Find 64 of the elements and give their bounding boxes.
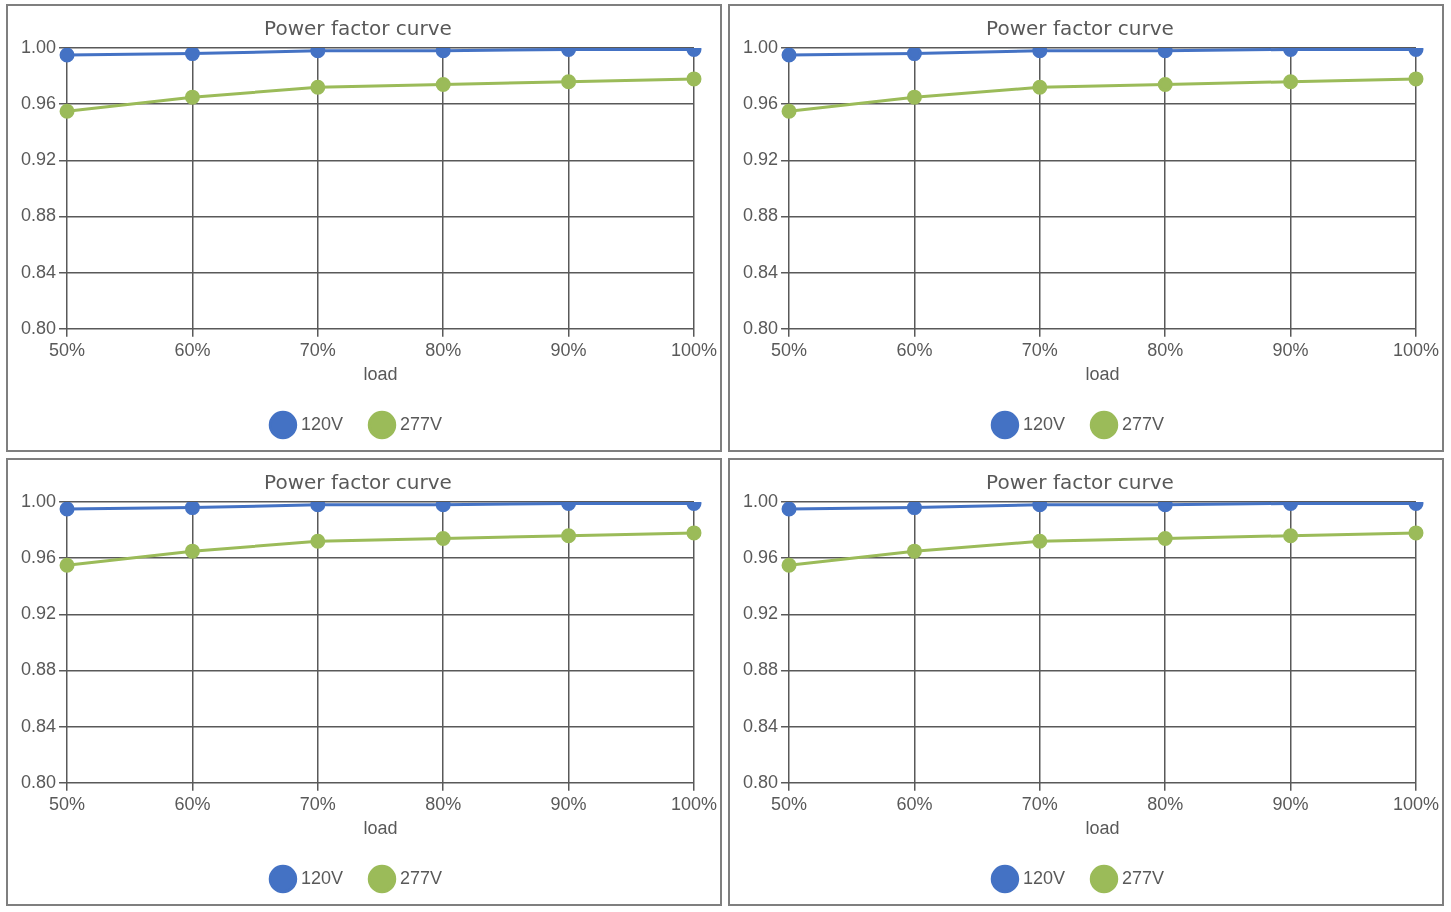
x-tick-label: 60% [174,339,211,360]
x-tick-label: 90% [1272,793,1309,814]
x-tick-label: 90% [550,339,587,360]
x-tick-label: 100% [670,339,717,360]
x-tick-label: 50% [49,793,86,814]
x-tick-label: 70% [1021,339,1058,360]
y-tick-label: 1.00 [742,36,779,57]
x-axis-title: load [363,364,398,385]
y-tick-label: 0.96 [742,547,779,568]
legend-label: 120V [300,413,344,434]
y-tick-label: 0.96 [742,93,779,114]
x-axis-title: load [1085,364,1120,385]
chart-title: Power factor curve [264,16,452,41]
y-tick-label: 0.92 [742,603,779,624]
x-tick-label: 70% [299,793,336,814]
legend-label: 277V [400,867,443,888]
x-tick-label: 50% [771,339,808,360]
y-tick-label: 0.84 [20,261,57,282]
chart-title: Power factor curve [986,470,1174,495]
x-tick-label: 60% [896,339,933,360]
x-tick-label: 60% [174,793,211,814]
x-tick-label: 70% [1021,793,1058,814]
y-tick-label: 0.92 [20,149,57,170]
y-tick-label: 1.00 [20,490,57,511]
legend-label: 277V [1122,867,1165,888]
x-tick-label: 80% [425,339,462,360]
legend-label: 120V [300,867,344,888]
legend-label: 277V [1122,413,1165,434]
x-tick-label: 100% [670,793,717,814]
y-tick-label: 1.00 [742,490,779,511]
y-tick-label: 1.00 [20,36,57,57]
legend-label: 120V [1022,413,1066,434]
x-tick-label: 90% [550,793,587,814]
y-tick-label: 0.84 [742,261,779,282]
x-tick-label: 80% [425,793,462,814]
x-tick-label: 80% [1147,793,1184,814]
legend-label: 277V [400,413,443,434]
y-tick-label: 0.92 [742,149,779,170]
x-tick-label: 50% [49,339,86,360]
y-tick-label: 0.80 [20,771,57,792]
y-tick-label: 0.88 [742,205,779,226]
y-tick-label: 0.88 [20,205,57,226]
x-tick-label: 70% [299,339,336,360]
x-tick-label: 60% [896,793,933,814]
y-tick-label: 0.96 [20,93,57,114]
x-tick-label: 100% [1392,339,1439,360]
chart-title: Power factor curve [986,16,1174,41]
y-tick-label: 0.88 [742,659,779,680]
y-tick-label: 0.88 [20,659,57,680]
y-tick-label: 0.80 [742,771,779,792]
x-tick-label: 100% [1392,793,1439,814]
y-tick-label: 0.84 [20,715,57,736]
y-tick-label: 0.96 [20,547,57,568]
legend-label: 120V [1022,867,1066,888]
y-tick-label: 0.92 [20,603,57,624]
x-tick-label: 80% [1147,339,1184,360]
x-axis-title: load [1085,818,1120,839]
x-tick-label: 90% [1272,339,1309,360]
y-tick-label: 0.80 [742,317,779,338]
chart-title: Power factor curve [264,470,452,495]
x-axis-title: load [363,818,398,839]
y-tick-label: 0.84 [742,715,779,736]
x-tick-label: 50% [771,793,808,814]
y-tick-label: 0.80 [20,317,57,338]
